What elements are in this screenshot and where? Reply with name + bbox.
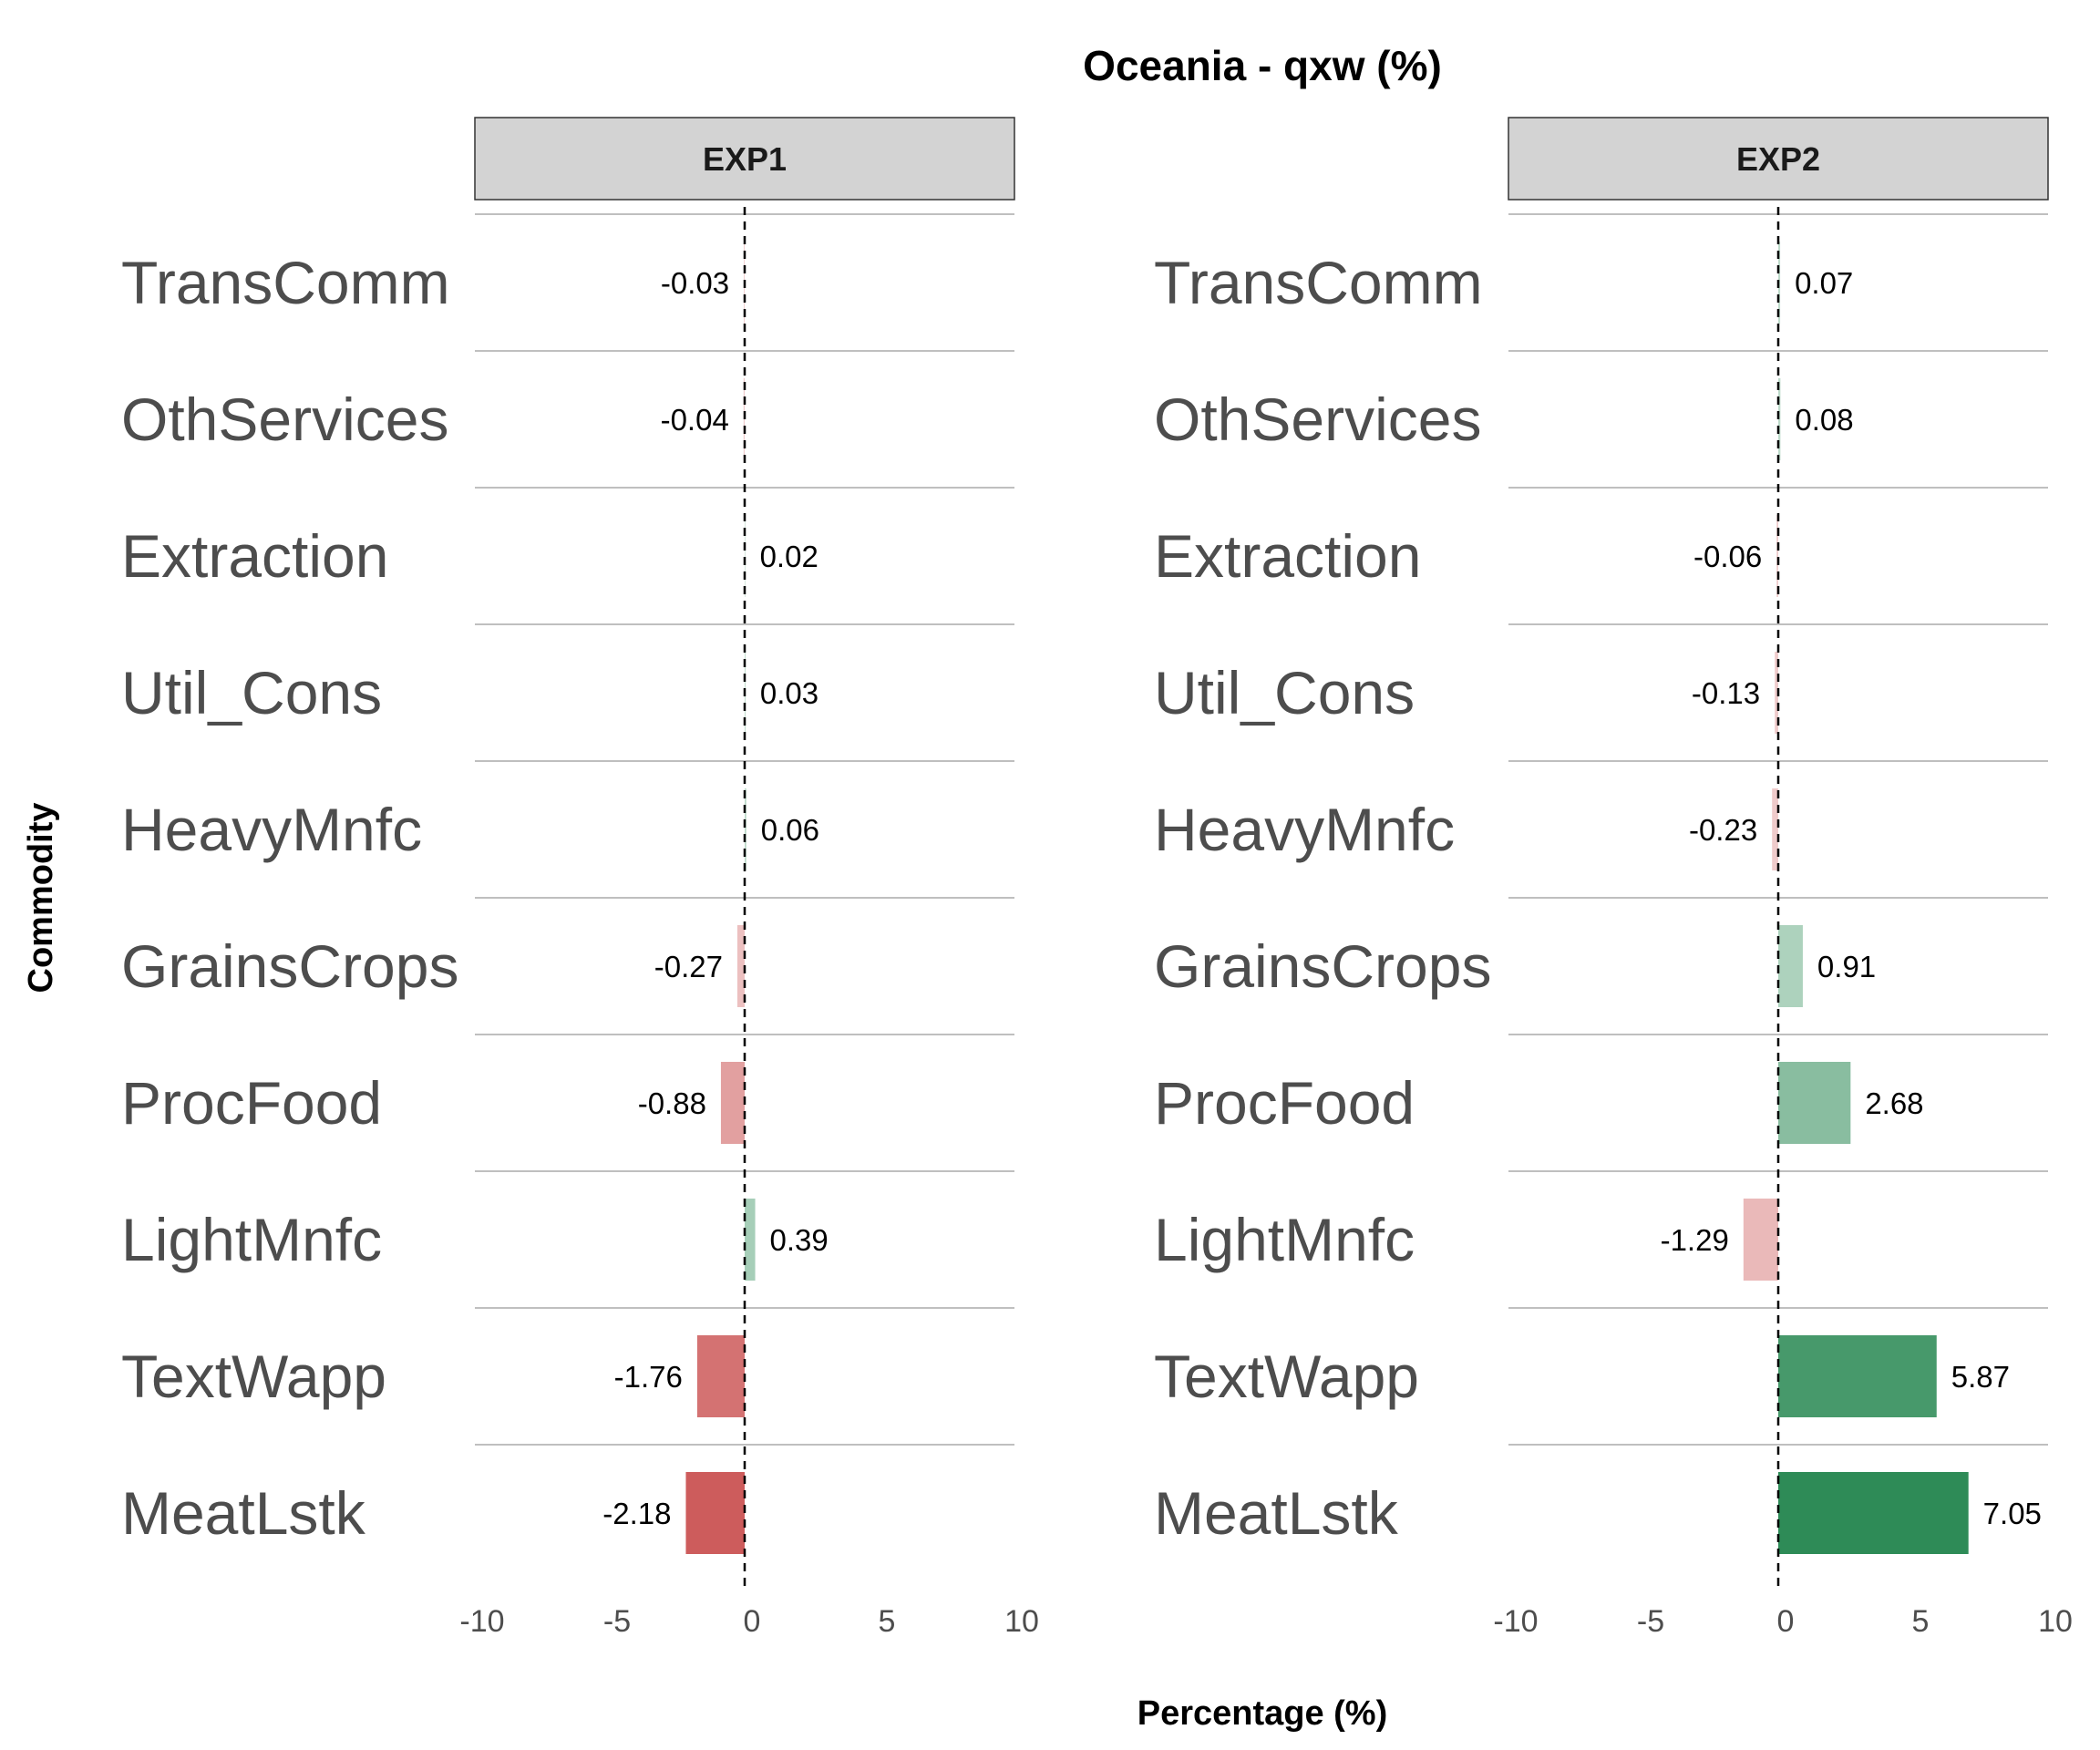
value-label: -2.18 <box>602 1497 671 1530</box>
facet-strip-label: EXP1 <box>703 140 787 178</box>
category-label: TextWapp <box>1154 1343 1419 1410</box>
value-label: -0.13 <box>1692 676 1760 710</box>
value-label: -0.04 <box>661 403 729 437</box>
bar-grainscrops <box>1778 925 1803 1007</box>
bar-extraction <box>1776 515 1778 597</box>
bar-textwapp <box>696 1335 745 1417</box>
bar-extraction <box>745 515 746 597</box>
category-label: TransComm <box>121 249 450 316</box>
category-label: ProcFood <box>121 1069 382 1137</box>
category-label: TextWapp <box>121 1343 386 1410</box>
category-label: Extraction <box>1154 522 1421 590</box>
facet-strip-label: EXP2 <box>1736 140 1820 178</box>
category-label: MeatLstk <box>121 1479 366 1547</box>
bar-util_cons <box>1775 652 1778 734</box>
y-axis-title: Commodity <box>22 803 60 993</box>
category-label: Extraction <box>121 522 388 590</box>
bar-heavymnfc <box>745 788 746 870</box>
bar-lightmnfc <box>1743 1199 1778 1281</box>
panel-exp2: EXP2 TransComm 0.07 OthServices 0.08 Extracti… <box>1154 117 2073 1639</box>
value-label: -0.27 <box>654 950 723 983</box>
category-label: LightMnfc <box>121 1206 382 1273</box>
category-label: OthServices <box>1154 386 1481 453</box>
category-label: OthServices <box>121 386 448 453</box>
bar-procfood <box>1778 1062 1851 1144</box>
bar-procfood <box>720 1062 745 1144</box>
value-label: -0.06 <box>1693 540 1762 573</box>
bar-grainscrops <box>737 925 745 1007</box>
category-label: TransComm <box>1154 249 1483 316</box>
category-label: Util_Cons <box>121 659 382 726</box>
category-label: GrainsCrops <box>121 932 458 1000</box>
x-tick-label: 0 <box>744 1604 761 1639</box>
bar-lightmnfc <box>745 1199 756 1281</box>
bar-meatlstk <box>1778 1472 1969 1554</box>
category-label: ProcFood <box>1154 1069 1415 1137</box>
x-tick-label: 5 <box>879 1604 896 1639</box>
bar-heavymnfc <box>1772 788 1778 870</box>
category-label: Util_Cons <box>1154 659 1415 726</box>
x-tick-label: -10 <box>459 1604 504 1639</box>
facet-strip <box>1508 117 2049 201</box>
value-label: -1.29 <box>1661 1223 1729 1257</box>
x-tick-label: -10 <box>1493 1604 1538 1639</box>
value-label: -0.03 <box>661 266 729 300</box>
x-tick-label: 5 <box>1912 1604 1930 1639</box>
facet-strip <box>474 117 1015 201</box>
category-label: HeavyMnfc <box>121 796 422 863</box>
category-label: HeavyMnfc <box>1154 796 1455 863</box>
value-label: -0.23 <box>1689 813 1757 847</box>
value-label: 0.07 <box>1795 266 1853 300</box>
x-axis-title: Percentage (%) <box>1138 1694 1388 1733</box>
value-label: -0.88 <box>638 1086 706 1120</box>
x-tick-label: -5 <box>1637 1604 1664 1639</box>
x-tick-label: 10 <box>2038 1604 2073 1639</box>
value-label: 2.68 <box>1865 1086 1923 1120</box>
chart-title: Oceania - qxw (%) <box>1083 42 1442 89</box>
facet-panels: EXP1 TransComm -0.03 OthServices -0.04 Extrac… <box>121 117 2073 1639</box>
value-label: 0.03 <box>760 676 818 710</box>
value-label: 0.08 <box>1795 403 1853 437</box>
x-tick-label: -5 <box>603 1604 631 1639</box>
value-label: 7.05 <box>1983 1497 2042 1530</box>
category-label: GrainsCrops <box>1154 932 1491 1000</box>
value-label: 0.91 <box>1817 950 1876 983</box>
value-label: 0.39 <box>770 1223 829 1257</box>
x-tick-label: 0 <box>1777 1604 1795 1639</box>
category-label: MeatLstk <box>1154 1479 1399 1547</box>
value-label: 0.02 <box>760 540 818 573</box>
bar-textwapp <box>1778 1335 1937 1417</box>
panel-exp1: EXP1 TransComm -0.03 OthServices -0.04 Extrac… <box>121 117 1039 1639</box>
x-tick-label: 10 <box>1004 1604 1039 1639</box>
value-label: -1.76 <box>614 1360 683 1394</box>
bar-meatlstk <box>685 1472 745 1554</box>
value-label: 0.06 <box>761 813 819 847</box>
category-label: LightMnfc <box>1154 1206 1415 1273</box>
value-label: 5.87 <box>1951 1360 2010 1394</box>
